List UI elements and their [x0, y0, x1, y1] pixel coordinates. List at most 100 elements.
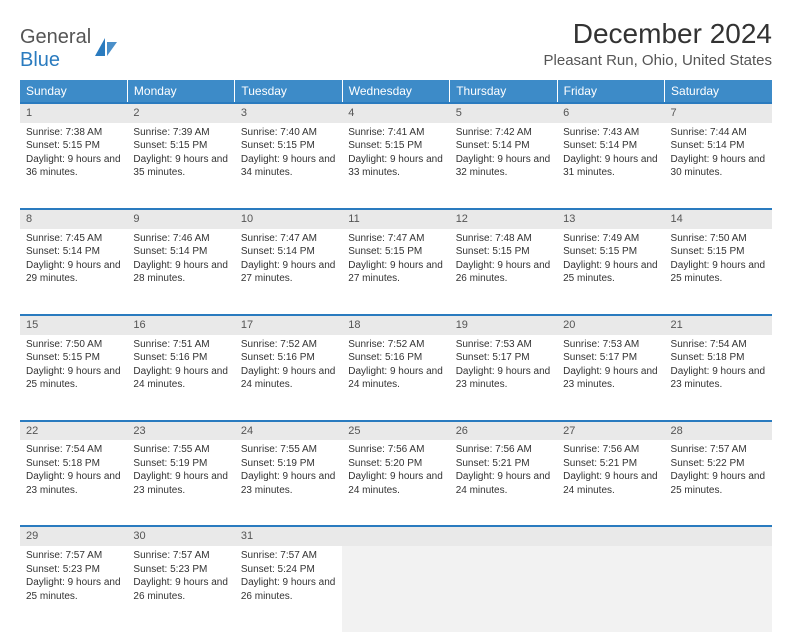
- day-number-cell: 20: [557, 315, 664, 335]
- day-content-cell: [557, 546, 664, 632]
- logo-text: General Blue: [20, 26, 91, 72]
- day-number-cell: 28: [665, 421, 772, 441]
- weekday-header: Saturday: [665, 80, 772, 103]
- sunrise-line: Sunrise: 7:55 AM: [133, 443, 228, 457]
- day-number-cell: 13: [557, 209, 664, 229]
- day-content-row: Sunrise: 7:50 AMSunset: 5:15 PM Daylight:…: [20, 335, 772, 421]
- sunset-line: Sunset: 5:23 PM: [26, 563, 121, 577]
- day-content-row: Sunrise: 7:57 AMSunset: 5:23 PMDaylight:…: [20, 546, 772, 632]
- day-content-cell: Sunrise: 7:51 AMSunset: 5:16 PMDaylight:…: [127, 335, 234, 421]
- sunset-line: Sunset: 5:22 PM: [671, 457, 766, 471]
- weekday-header-row: SundayMondayTuesdayWednesdayThursdayFrid…: [20, 80, 772, 103]
- sunrise-line: Sunrise: 7:53 AM: [563, 338, 658, 352]
- daylight-line: Daylight: 9 hours and 24 minutes.: [241, 365, 336, 392]
- daylight-line: Daylight: 9 hours and 25 minutes.: [563, 259, 658, 286]
- day-number-cell: 7: [665, 103, 772, 123]
- day-number-row: 293031: [20, 526, 772, 546]
- day-number-cell: 30: [127, 526, 234, 546]
- logo: General Blue: [20, 26, 119, 72]
- sunrise-line: Sunrise: 7:49 AM: [563, 232, 658, 246]
- daylight-line: Daylight: 9 hours and 32 minutes.: [456, 153, 551, 180]
- day-number-cell: 15: [20, 315, 127, 335]
- weekday-header: Sunday: [20, 80, 127, 103]
- weekday-header: Monday: [127, 80, 234, 103]
- sunset-line: Sunset: 5:16 PM: [133, 351, 228, 365]
- day-number-cell: 6: [557, 103, 664, 123]
- day-content-cell: Sunrise: 7:47 AMSunset: 5:14 PMDaylight:…: [235, 229, 342, 315]
- day-content-cell: [450, 546, 557, 632]
- day-number-cell: 26: [450, 421, 557, 441]
- day-content-cell: Sunrise: 7:47 AMSunset: 5:15 PMDaylight:…: [342, 229, 449, 315]
- sunset-line: Sunset: 5:21 PM: [456, 457, 551, 471]
- day-number-cell: 10: [235, 209, 342, 229]
- weekday-header: Tuesday: [235, 80, 342, 103]
- day-content-cell: Sunrise: 7:57 AMSunset: 5:23 PMDaylight:…: [20, 546, 127, 632]
- sunrise-line: Sunrise: 7:44 AM: [671, 126, 766, 140]
- day-number-cell: 18: [342, 315, 449, 335]
- day-content-cell: Sunrise: 7:56 AMSunset: 5:20 PMDaylight:…: [342, 440, 449, 526]
- day-content-cell: Sunrise: 7:56 AMSunset: 5:21 PMDaylight:…: [450, 440, 557, 526]
- day-content-cell: Sunrise: 7:54 AMSunset: 5:18 PMDaylight:…: [665, 335, 772, 421]
- day-content-cell: Sunrise: 7:40 AMSunset: 5:15 PMDaylight:…: [235, 123, 342, 209]
- sunrise-line: Sunrise: 7:50 AM: [671, 232, 766, 246]
- sunrise-line: Sunrise: 7:39 AM: [133, 126, 228, 140]
- month-title: December 2024: [544, 18, 772, 50]
- day-number-cell: 21: [665, 315, 772, 335]
- day-content-cell: Sunrise: 7:46 AMSunset: 5:14 PMDaylight:…: [127, 229, 234, 315]
- day-content-cell: Sunrise: 7:57 AMSunset: 5:23 PMDaylight:…: [127, 546, 234, 632]
- daylight-line: Daylight: 9 hours and 34 minutes.: [241, 153, 336, 180]
- daylight-line: Daylight: 9 hours and 25 minutes.: [671, 470, 766, 497]
- daylight-line: Daylight: 9 hours and 23 minutes.: [456, 365, 551, 392]
- weekday-header: Thursday: [450, 80, 557, 103]
- calendar-table: SundayMondayTuesdayWednesdayThursdayFrid…: [20, 80, 772, 632]
- logo-word2: Blue: [20, 49, 60, 71]
- daylight-line: Daylight: 9 hours and 24 minutes.: [348, 470, 443, 497]
- sunrise-line: Sunrise: 7:56 AM: [456, 443, 551, 457]
- day-content-cell: Sunrise: 7:39 AMSunset: 5:15 PMDaylight:…: [127, 123, 234, 209]
- daylight-line: Daylight: 9 hours and 23 minutes.: [563, 365, 658, 392]
- title-block: December 2024 Pleasant Run, Ohio, United…: [544, 18, 772, 69]
- sunset-line: Sunset: 5:15 PM: [26, 351, 121, 365]
- day-number-row: 22232425262728: [20, 421, 772, 441]
- day-number-cell: 1: [20, 103, 127, 123]
- daylight-line: Daylight: 9 hours and 28 minutes.: [133, 259, 228, 286]
- day-number-cell: [665, 526, 772, 546]
- daylight-line: Daylight: 9 hours and 29 minutes.: [26, 259, 121, 286]
- daylight-line: Daylight: 9 hours and 24 minutes.: [456, 470, 551, 497]
- day-number-cell: 25: [342, 421, 449, 441]
- day-number-cell: 8: [20, 209, 127, 229]
- day-content-cell: Sunrise: 7:41 AMSunset: 5:15 PMDaylight:…: [342, 123, 449, 209]
- day-number-cell: 24: [235, 421, 342, 441]
- sunset-line: Sunset: 5:23 PM: [133, 563, 228, 577]
- sunset-line: Sunset: 5:15 PM: [348, 139, 443, 153]
- daylight-line: Daylight: 9 hours and 24 minutes.: [348, 365, 443, 392]
- sunrise-line: Sunrise: 7:46 AM: [133, 232, 228, 246]
- day-number-cell: 31: [235, 526, 342, 546]
- daylight-line: Daylight: 9 hours and 33 minutes.: [348, 153, 443, 180]
- day-number-row: 891011121314: [20, 209, 772, 229]
- day-content-cell: Sunrise: 7:57 AMSunset: 5:24 PMDaylight:…: [235, 546, 342, 632]
- daylight-line: Daylight: 9 hours and 31 minutes.: [563, 153, 658, 180]
- daylight-line: Daylight: 9 hours and 27 minutes.: [348, 259, 443, 286]
- day-number-cell: 19: [450, 315, 557, 335]
- daylight-line: Daylight: 9 hours and 27 minutes.: [241, 259, 336, 286]
- sunset-line: Sunset: 5:17 PM: [563, 351, 658, 365]
- daylight-line: Daylight: 9 hours and 25 minutes.: [671, 259, 766, 286]
- day-number-cell: 22: [20, 421, 127, 441]
- sunset-line: Sunset: 5:15 PM: [348, 245, 443, 259]
- sunrise-line: Sunrise: 7:47 AM: [348, 232, 443, 246]
- sunrise-line: Sunrise: 7:47 AM: [241, 232, 336, 246]
- sunset-line: Sunset: 5:15 PM: [456, 245, 551, 259]
- day-content-cell: Sunrise: 7:38 AMSunset: 5:15 PMDaylight:…: [20, 123, 127, 209]
- sunrise-line: Sunrise: 7:57 AM: [241, 549, 336, 563]
- day-number-cell: 5: [450, 103, 557, 123]
- day-number-cell: 9: [127, 209, 234, 229]
- day-number-cell: 27: [557, 421, 664, 441]
- sunrise-line: Sunrise: 7:52 AM: [348, 338, 443, 352]
- daylight-line: Daylight: 9 hours and 23 minutes.: [26, 470, 121, 497]
- day-number-row: 15161718192021: [20, 315, 772, 335]
- sunrise-line: Sunrise: 7:50 AM: [26, 338, 121, 352]
- sunset-line: Sunset: 5:15 PM: [671, 245, 766, 259]
- day-content-row: Sunrise: 7:45 AMSunset: 5:14 PMDaylight:…: [20, 229, 772, 315]
- sunrise-line: Sunrise: 7:57 AM: [133, 549, 228, 563]
